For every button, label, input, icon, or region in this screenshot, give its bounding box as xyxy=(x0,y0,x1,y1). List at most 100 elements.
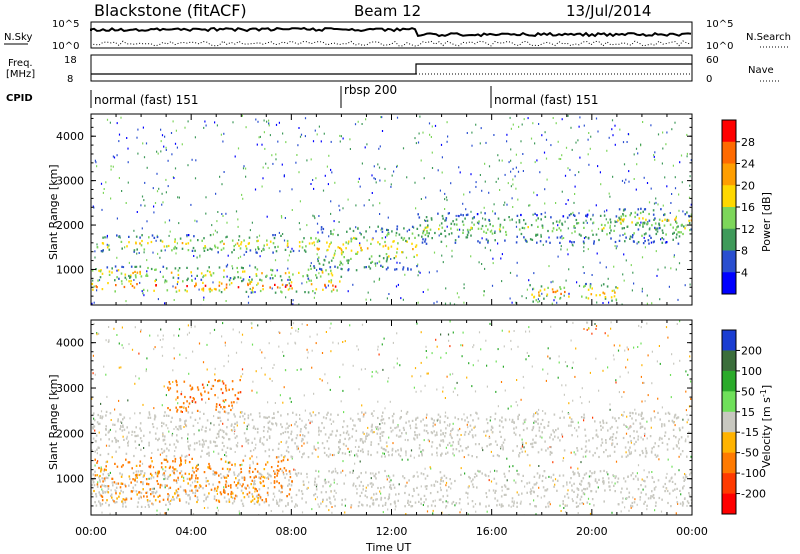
scatter-cell xyxy=(220,133,222,136)
band-cell xyxy=(201,443,204,446)
band-cell xyxy=(148,411,151,414)
scatter-cell xyxy=(241,368,244,371)
band-cell xyxy=(163,472,165,475)
band-cell xyxy=(251,418,254,422)
band-cell xyxy=(125,437,128,440)
scatter-cell xyxy=(522,443,524,446)
band-cell xyxy=(215,405,218,408)
scatter-cell xyxy=(135,375,137,378)
scatter-cell xyxy=(356,488,358,491)
scatter-cell xyxy=(342,469,344,472)
band-cell xyxy=(467,432,470,436)
scatter-cell xyxy=(114,489,116,492)
band-cell xyxy=(640,414,643,417)
scatter-cell xyxy=(641,478,643,481)
band-cell xyxy=(299,430,302,433)
band-cell xyxy=(306,472,308,476)
scatter-cell xyxy=(93,417,95,420)
scatter-cell xyxy=(96,452,98,455)
scatter-cell xyxy=(222,215,224,217)
scatter-cell xyxy=(318,470,320,473)
band-cell xyxy=(302,434,304,437)
band-cell xyxy=(256,431,259,434)
band-cell xyxy=(309,412,311,415)
band-cell xyxy=(218,430,220,433)
band-cell xyxy=(121,429,124,432)
band-cell xyxy=(208,397,210,400)
band-cell xyxy=(303,435,306,438)
band-cell xyxy=(574,230,576,233)
band-cell xyxy=(206,269,209,273)
scatter-cell xyxy=(524,450,526,453)
scatter-cell xyxy=(165,149,167,151)
band-cell xyxy=(176,428,179,431)
band-cell xyxy=(532,415,535,418)
scatter-cell xyxy=(515,166,517,169)
band-cell xyxy=(261,442,264,445)
band-cell xyxy=(445,427,447,430)
band-cell xyxy=(180,463,182,466)
band-cell xyxy=(688,219,690,222)
band-cell xyxy=(152,492,154,495)
band-cell xyxy=(688,431,690,434)
scatter-cell xyxy=(622,141,625,144)
band-cell xyxy=(186,290,188,293)
band-cell xyxy=(111,267,113,270)
band-cell xyxy=(619,221,622,224)
band-cell xyxy=(329,453,332,456)
scatter-cell xyxy=(516,379,518,381)
band-cell xyxy=(400,447,402,450)
scatter-cell xyxy=(680,154,683,157)
band-cell xyxy=(592,221,595,224)
band-cell xyxy=(346,259,348,262)
scatter-cell xyxy=(615,460,618,463)
band-cell xyxy=(218,284,221,287)
scatter-cell xyxy=(342,389,344,392)
scatter-cell xyxy=(483,290,485,293)
band-cell xyxy=(175,489,178,492)
band-cell xyxy=(469,477,471,480)
band-cell xyxy=(179,456,182,459)
band-cell xyxy=(342,243,345,246)
band-cell xyxy=(130,282,132,285)
scatter-cell xyxy=(285,442,287,445)
band-cell xyxy=(179,426,182,429)
band-cell xyxy=(644,239,646,243)
band-cell xyxy=(595,434,598,437)
scatter-cell xyxy=(333,220,335,223)
band-cell xyxy=(105,476,108,479)
scatter-cell xyxy=(515,225,518,228)
band-cell xyxy=(613,450,616,453)
band-cell xyxy=(151,460,153,463)
scatter-cell xyxy=(459,427,461,430)
band-cell xyxy=(679,429,681,432)
band-cell xyxy=(162,422,165,425)
scatter-cell xyxy=(187,164,189,167)
band-cell xyxy=(407,501,409,504)
band-cell xyxy=(290,496,293,499)
band-cell xyxy=(180,405,183,409)
band-cell xyxy=(429,492,432,495)
band-cell xyxy=(616,481,619,484)
band-cell xyxy=(355,429,358,432)
band-cell xyxy=(333,254,336,257)
band-cell xyxy=(585,236,587,239)
scatter-cell xyxy=(161,134,164,137)
band-cell xyxy=(154,268,156,271)
band-cell xyxy=(251,441,253,444)
scatter-cell xyxy=(291,247,293,250)
band-cell xyxy=(416,486,418,489)
scatter-cell xyxy=(571,366,573,369)
band-cell xyxy=(121,473,123,476)
scatter-cell xyxy=(615,381,617,384)
scatter-cell xyxy=(565,511,567,513)
band-cell xyxy=(385,441,388,444)
band-cell xyxy=(326,498,328,501)
station-title: Blackstone (fitACF) xyxy=(94,1,247,20)
scatter-cell xyxy=(246,425,248,428)
band-cell xyxy=(124,485,127,488)
scatter-cell xyxy=(423,177,425,180)
band-cell xyxy=(689,229,691,232)
band-cell xyxy=(168,494,170,497)
band-cell xyxy=(409,454,412,458)
